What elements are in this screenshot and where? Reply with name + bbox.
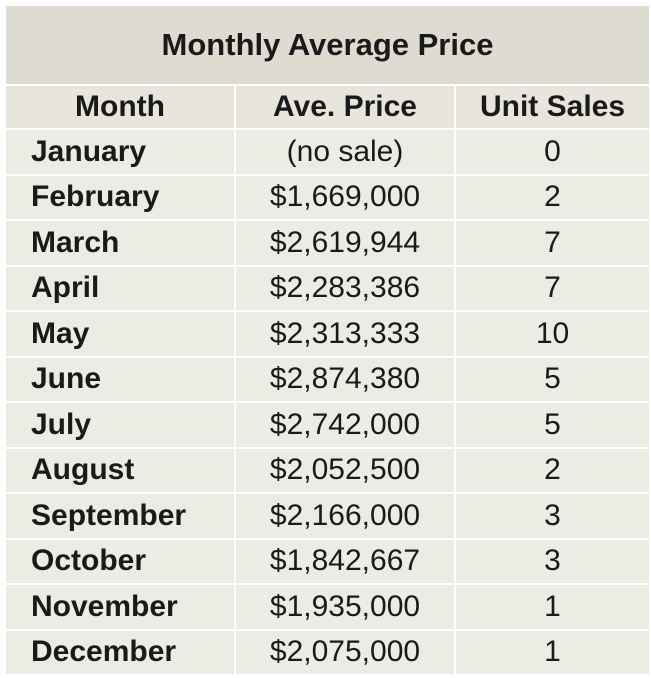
unit-sales-cell: 1 [456,630,650,674]
table-row: July $2,742,000 5 [6,403,650,447]
unit-sales-cell: 5 [456,403,650,447]
table-row: January (no sale) 0 [6,130,650,174]
price-cell: (no sale) [236,130,454,174]
price-cell: $2,874,380 [236,357,454,401]
table-row: December $2,075,000 1 [6,630,650,674]
month-cell: January [6,130,234,174]
unit-sales-cell: 7 [456,266,650,310]
month-cell: February [6,175,234,219]
price-cell: $2,283,386 [236,266,454,310]
month-cell: October [6,539,234,583]
unit-sales-cell: 10 [456,312,650,356]
monthly-price-table: Monthly Average Price Month Ave. Price U… [4,4,651,676]
month-cell: December [6,630,234,674]
unit-sales-cell: 7 [456,221,650,265]
month-cell: May [6,312,234,356]
month-cell: June [6,357,234,401]
table-title: Monthly Average Price [6,6,650,84]
table-row: August $2,052,500 2 [6,448,650,492]
month-cell: March [6,221,234,265]
month-cell: April [6,266,234,310]
unit-sales-cell: 3 [456,494,650,538]
price-cell: $2,619,944 [236,221,454,265]
price-cell: $2,075,000 [236,630,454,674]
month-cell: August [6,448,234,492]
table-row: October $1,842,667 3 [6,539,650,583]
table-row: February $1,669,000 2 [6,175,650,219]
price-cell: $2,166,000 [236,494,454,538]
table-row: November $1,935,000 1 [6,585,650,629]
unit-sales-cell: 3 [456,539,650,583]
price-cell: $2,742,000 [236,403,454,447]
price-cell: $1,842,667 [236,539,454,583]
unit-sales-cell: 5 [456,357,650,401]
month-cell: July [6,403,234,447]
table-row: May $2,313,333 10 [6,312,650,356]
table-row: April $2,283,386 7 [6,266,650,310]
price-cell: $2,052,500 [236,448,454,492]
table-row: March $2,619,944 7 [6,221,650,265]
table-row: September $2,166,000 3 [6,494,650,538]
column-header-month: Month [6,86,234,128]
price-cell: $1,935,000 [236,585,454,629]
unit-sales-cell: 2 [456,175,650,219]
month-cell: November [6,585,234,629]
price-cell: $2,313,333 [236,312,454,356]
unit-sales-cell: 1 [456,585,650,629]
table-row: June $2,874,380 5 [6,357,650,401]
unit-sales-cell: 0 [456,130,650,174]
unit-sales-cell: 2 [456,448,650,492]
price-cell: $1,669,000 [236,175,454,219]
month-cell: September [6,494,234,538]
column-header-sales: Unit Sales [456,86,650,128]
column-header-price: Ave. Price [236,86,454,128]
